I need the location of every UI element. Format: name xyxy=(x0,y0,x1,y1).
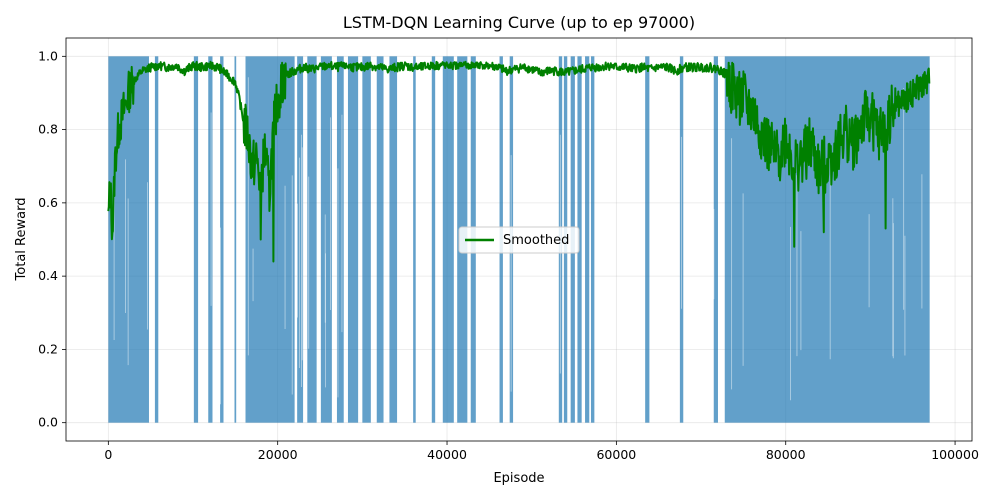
x-tick-label: 60000 xyxy=(596,447,636,462)
raw-reward-segment xyxy=(362,56,371,423)
y-tick-label: 0.2 xyxy=(38,341,58,356)
smoothed-series xyxy=(107,60,931,263)
y-tick-label: 0.4 xyxy=(38,268,58,283)
raw-reward-segment xyxy=(297,56,304,423)
smoothed-line xyxy=(107,60,931,263)
raw-reward-segment xyxy=(585,56,590,423)
plot-frame xyxy=(65,37,973,442)
raw-reward-segment xyxy=(577,56,582,423)
y-tick-label: 0.8 xyxy=(38,122,58,137)
raw-reward-segment xyxy=(108,56,149,423)
x-tick-label: 100000 xyxy=(931,447,979,462)
raw-reward-segment xyxy=(234,56,237,423)
raw-reward-segment xyxy=(413,56,416,423)
raw-reward-segment xyxy=(347,56,359,423)
y-tick-label: 0.6 xyxy=(38,195,58,210)
chart-title: LSTM-DQN Learning Curve (up to ep 97000) xyxy=(343,13,695,32)
x-tick-label: 40000 xyxy=(427,447,467,462)
raw-reward-segment xyxy=(389,56,398,423)
raw-reward-segment xyxy=(154,56,159,423)
raw-reward-segment xyxy=(245,56,295,423)
raw-reward-segment xyxy=(442,56,454,423)
raw-reward-segment xyxy=(193,56,199,423)
x-axis-label: Episode xyxy=(493,471,544,486)
x-tick-label: 0 xyxy=(104,447,112,462)
raw-reward-segment xyxy=(208,56,213,423)
y-tick-label: 1.0 xyxy=(38,48,58,63)
x-tick-label: 80000 xyxy=(766,447,806,462)
y-tick-label: 0.0 xyxy=(38,415,58,430)
y-axis-label: Total Reward xyxy=(14,198,29,282)
raw-reward-series xyxy=(108,56,930,423)
legend-label-smoothed: Smoothed xyxy=(503,233,569,248)
raw-reward-segment xyxy=(320,56,332,423)
raw-reward-segment xyxy=(376,56,384,423)
raw-reward-segment xyxy=(336,56,344,423)
legend: Smoothed xyxy=(458,226,580,254)
raw-reward-segment xyxy=(431,56,436,423)
raw-reward-segment xyxy=(713,56,718,423)
raw-reward-segment xyxy=(307,56,317,423)
x-axis-ticks: 0 20000 40000 60000 80000 100000 xyxy=(104,441,979,462)
raw-reward-segment xyxy=(645,56,650,423)
y-axis-ticks: 0.0 0.2 0.4 0.6 0.8 1.0 xyxy=(38,48,66,430)
legend-box xyxy=(458,226,580,254)
x-tick-label: 20000 xyxy=(258,447,298,462)
raw-reward-segment xyxy=(590,56,595,423)
raw-reward-segment xyxy=(220,56,224,423)
